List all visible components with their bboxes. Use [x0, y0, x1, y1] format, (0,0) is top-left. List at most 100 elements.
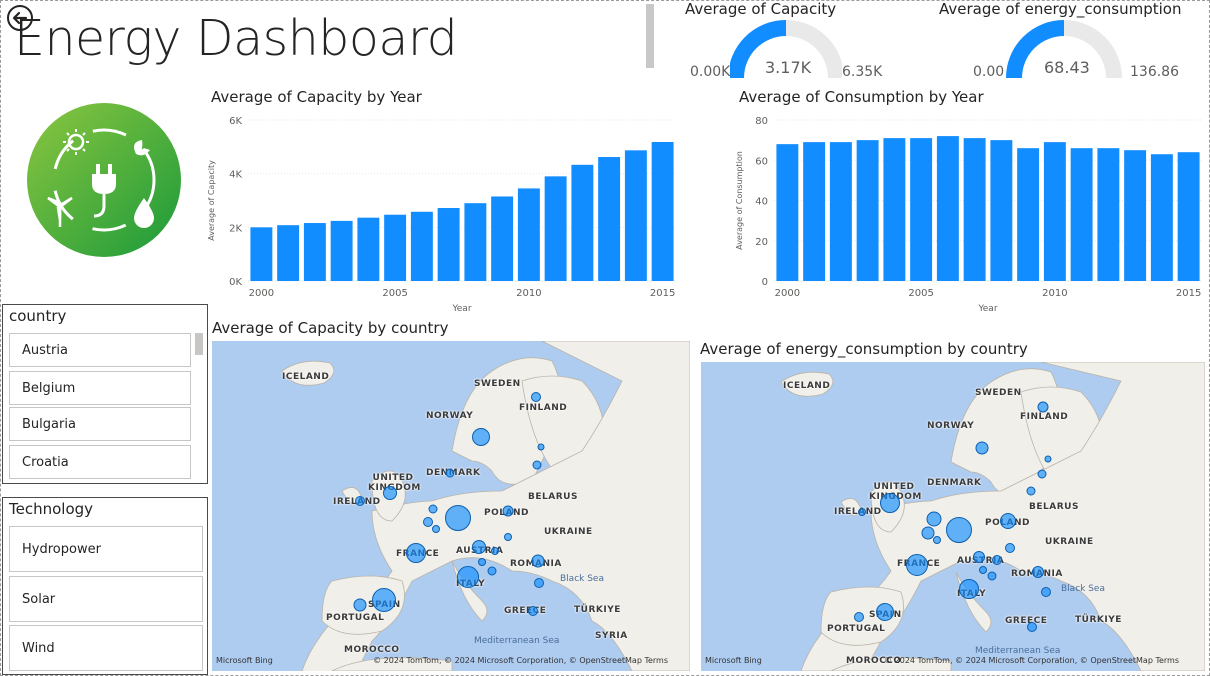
consumption-gauge[interactable]: Average of energy_consumption 0.00 68.43… — [936, 0, 1206, 84]
map-bubble[interactable] — [445, 468, 455, 478]
map-bubble[interactable] — [959, 579, 979, 599]
map-bubble[interactable] — [1037, 469, 1047, 479]
map-bubble[interactable] — [457, 566, 479, 588]
slicer-scrollbar[interactable] — [195, 333, 203, 355]
map-attribution[interactable]: © 2024 TomTom, © 2024 Microsoft Corporat… — [373, 656, 668, 665]
map-bubble[interactable] — [906, 554, 928, 576]
map-bubble[interactable] — [487, 566, 497, 576]
capacity-gauge[interactable]: Average of Capacity 0.00K 3.17K 6.35K — [680, 0, 920, 84]
map-bubble[interactable] — [372, 588, 396, 612]
bar[interactable] — [1017, 148, 1040, 281]
bar[interactable] — [303, 223, 326, 281]
bar[interactable] — [384, 214, 407, 281]
bar[interactable] — [776, 144, 799, 281]
technology-slicer[interactable]: Technology Hydropower Solar Wind — [2, 497, 208, 675]
bar[interactable] — [856, 140, 879, 281]
map-bubble[interactable] — [1032, 566, 1044, 578]
map-bubble[interactable] — [973, 551, 985, 563]
country-slicer[interactable]: country Austria Belgium Bulgaria Croatia — [2, 304, 208, 484]
bar[interactable] — [330, 220, 353, 281]
map-bubble[interactable] — [854, 612, 864, 622]
map-bubble[interactable] — [926, 511, 942, 527]
map-bubble[interactable] — [472, 428, 490, 446]
map-attribution[interactable]: © 2024 TomTom, © 2024 Microsoft Corporat… — [884, 656, 1179, 665]
bar[interactable] — [910, 138, 933, 281]
map-bubble[interactable] — [478, 558, 486, 566]
map-bubble[interactable] — [491, 547, 499, 555]
map-bubble[interactable] — [534, 578, 544, 588]
bar[interactable] — [963, 138, 986, 281]
map-bubble[interactable] — [504, 533, 512, 541]
map-bubble[interactable] — [858, 508, 866, 516]
bar[interactable] — [357, 217, 380, 281]
bar[interactable] — [1177, 152, 1200, 281]
map-bubble[interactable] — [992, 555, 1002, 565]
map-bubble[interactable] — [1000, 513, 1016, 529]
map-bubble[interactable] — [1044, 455, 1052, 463]
bar[interactable] — [1070, 148, 1093, 281]
capacity-by-year-chart[interactable]: 0K 2K 4K 6K 2000 2005 2010 2015 Year Average of C… — [206, 110, 682, 318]
map-bubble[interactable] — [532, 460, 542, 470]
slicer-item-belgium[interactable]: Belgium — [9, 371, 191, 405]
bar[interactable] — [464, 203, 487, 281]
bar[interactable] — [517, 188, 540, 281]
bar[interactable] — [250, 227, 273, 281]
slicer-item-austria[interactable]: Austria — [9, 333, 191, 367]
bar[interactable] — [1124, 150, 1147, 281]
bar[interactable] — [803, 142, 826, 281]
map-bubble[interactable] — [946, 517, 972, 543]
map-bubble[interactable] — [876, 603, 894, 621]
bar[interactable] — [544, 176, 567, 281]
bar[interactable] — [410, 211, 433, 281]
map-bubble[interactable] — [531, 554, 545, 568]
map-bubble[interactable] — [423, 517, 433, 527]
bar[interactable] — [936, 136, 959, 281]
bar[interactable] — [883, 138, 906, 281]
map-bubble[interactable] — [975, 441, 989, 455]
slicer-item-solar[interactable]: Solar — [9, 576, 203, 622]
slicer-item-croatia[interactable]: Croatia — [9, 445, 191, 479]
bar[interactable] — [277, 225, 300, 281]
bar[interactable] — [1043, 142, 1066, 281]
map-bubble[interactable] — [1027, 622, 1037, 632]
map-bubble[interactable] — [445, 505, 471, 531]
map-bubble[interactable] — [987, 571, 997, 581]
back-arrow-icon[interactable] — [6, 4, 34, 32]
bar[interactable] — [651, 142, 674, 281]
map-bubble[interactable] — [537, 443, 545, 451]
map-bubble[interactable] — [406, 543, 426, 563]
bar[interactable] — [990, 140, 1013, 281]
bar[interactable] — [491, 196, 514, 281]
consumption-by-year-chart[interactable]: 0 20 40 60 80 2000 2005 2010 2015 Year Average of … — [734, 110, 1206, 318]
map-bubble[interactable] — [1037, 401, 1049, 413]
map-bubble[interactable] — [432, 525, 440, 533]
map-bubble[interactable] — [353, 598, 367, 612]
map-bubble[interactable] — [1041, 587, 1051, 597]
slicer-item-wind[interactable]: Wind — [9, 625, 203, 671]
map-bubble[interactable] — [528, 606, 538, 616]
map-bubble[interactable] — [921, 526, 935, 540]
scrollbar-thumb[interactable] — [646, 4, 654, 68]
bar[interactable] — [571, 164, 594, 281]
map-bubble[interactable] — [472, 540, 486, 554]
consumption-map[interactable]: ICELAND SWEDEN FINLAND NORWAY UNITED KIN… — [701, 362, 1205, 671]
bar[interactable] — [1097, 148, 1120, 281]
bar[interactable] — [624, 150, 647, 281]
map-bubble[interactable] — [880, 493, 900, 513]
map-bubble[interactable] — [1026, 486, 1036, 496]
map-bubble[interactable] — [502, 505, 514, 517]
map-bubble[interactable] — [428, 504, 438, 514]
bar[interactable] — [598, 157, 621, 281]
slicer-item-hydropower[interactable]: Hydropower — [9, 526, 203, 572]
bar[interactable] — [1150, 154, 1173, 281]
map-bubble[interactable] — [1005, 543, 1015, 553]
map-bubble[interactable] — [355, 496, 365, 506]
slicer-item-bulgaria[interactable]: Bulgaria — [9, 407, 191, 441]
map-bubble[interactable] — [933, 536, 941, 544]
bar[interactable] — [829, 142, 852, 281]
capacity-map[interactable]: ICELAND SWEDEN FINLAND NORWAY UNITED KIN… — [212, 341, 690, 671]
map-bubble[interactable] — [531, 392, 541, 402]
bar[interactable] — [437, 208, 460, 281]
map-bubble[interactable] — [979, 566, 987, 574]
map-bubble[interactable] — [383, 486, 397, 500]
